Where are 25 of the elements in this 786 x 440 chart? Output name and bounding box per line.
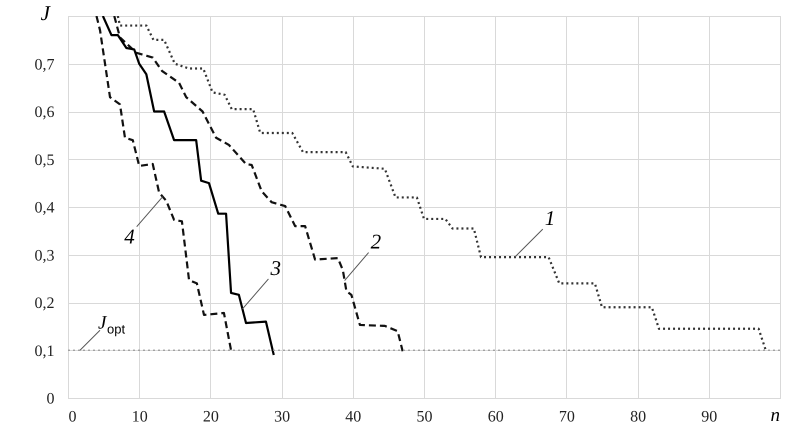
series-label: 4 xyxy=(124,224,136,249)
y-tick-label: 0,3 xyxy=(34,247,54,264)
x-tick-label: 30 xyxy=(274,408,290,426)
y-axis-title: J xyxy=(40,1,52,25)
x-axis-title: n xyxy=(770,405,780,426)
x-tick-label: 20 xyxy=(202,408,219,426)
y-tick-label: 0,5 xyxy=(34,152,54,169)
x-tick-label: 0 xyxy=(68,408,76,426)
x-tick-label: 90 xyxy=(701,408,718,426)
y-tick-label: 0,6 xyxy=(34,104,54,121)
line-series xyxy=(95,16,232,352)
y-tick-label: 0,4 xyxy=(34,200,54,216)
x-tick-label: 40 xyxy=(345,408,362,426)
series-label: 3 xyxy=(269,256,281,280)
y-tick-label: 0,1 xyxy=(34,342,54,360)
x-tick-label: 50 xyxy=(416,408,432,426)
x-tick-label: 10 xyxy=(132,408,148,426)
series-label: 2 xyxy=(370,230,382,254)
series-label: 1 xyxy=(544,206,556,230)
x-tick-label: 60 xyxy=(488,408,504,426)
y-tick-label: 0 xyxy=(46,390,54,408)
x-tick-label: 70 xyxy=(558,408,575,426)
y-tick-label: 0,2 xyxy=(34,295,54,312)
y-tick-label: 0,7 xyxy=(34,56,54,74)
x-tick-label: 80 xyxy=(630,408,646,426)
